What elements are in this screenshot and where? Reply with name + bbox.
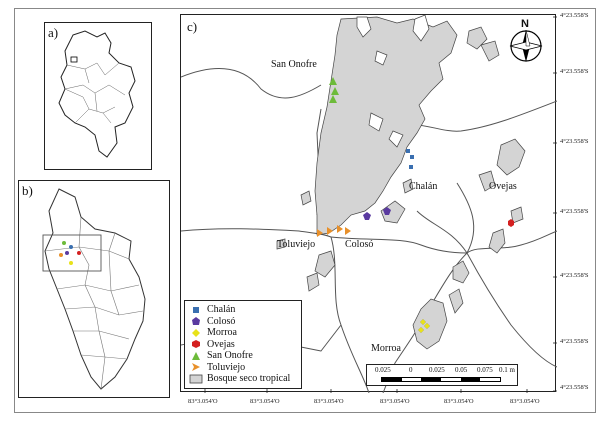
longitude-label: 83°3.054'O bbox=[250, 398, 280, 405]
legend-label: Ovejas bbox=[207, 338, 235, 350]
scale-bar-segments bbox=[381, 377, 501, 382]
san-onofre-points bbox=[329, 77, 339, 103]
panel-a-colombia-map: a) bbox=[44, 22, 152, 170]
scale-label: 0 bbox=[409, 366, 413, 374]
latitude-label: 4°23.558'S bbox=[560, 68, 589, 75]
scale-label: 0.075 bbox=[477, 366, 493, 374]
longitude-label: 83°3.054'O bbox=[314, 398, 344, 405]
forest-swatch-icon bbox=[189, 374, 203, 384]
sample-points bbox=[317, 77, 514, 334]
latitude-label: 4°23.558'S bbox=[560, 208, 589, 215]
study-area-map bbox=[181, 15, 557, 393]
legend-item: San Onofre bbox=[189, 350, 297, 362]
panel-b-label: b) bbox=[22, 183, 33, 198]
ovejas-points bbox=[508, 219, 514, 227]
place-label-chalan: Chalán bbox=[409, 181, 438, 192]
legend-item: Colosó bbox=[189, 316, 297, 328]
longitude-label: 83°3.054'O bbox=[510, 398, 540, 405]
legend-label: Toluviejo bbox=[207, 361, 246, 373]
coordinate-ticks bbox=[204, 16, 557, 393]
place-label-san-onofre: San Onofre bbox=[271, 59, 317, 70]
legend-label: Morroa bbox=[207, 327, 237, 339]
longitude-label: 83°3.054'O bbox=[380, 398, 410, 405]
legend-label: Colosó bbox=[207, 315, 236, 327]
legend: Chalán Colosó Morroa Ovejas San Onofre T… bbox=[184, 300, 302, 389]
diamond-marker-icon bbox=[192, 328, 200, 337]
north-label: N bbox=[521, 18, 529, 30]
legend-label: Bosque seco tropical bbox=[207, 373, 291, 385]
scale-bar: 0.025 0 0.025 0.05 0.075 0.1 m bbox=[366, 364, 518, 386]
scale-label: 0.025 bbox=[375, 366, 391, 374]
chalan-points bbox=[406, 149, 414, 169]
panel-c-label: c) bbox=[187, 19, 198, 34]
scale-label: 0.025 bbox=[429, 366, 445, 374]
morroa-points bbox=[417, 318, 431, 334]
legend-item: Chalán bbox=[189, 304, 297, 316]
legend-item: Bosque seco tropical bbox=[189, 373, 297, 385]
bosque-seco-tropical bbox=[276, 15, 526, 350]
department-outline bbox=[42, 188, 146, 390]
hexagon-marker-icon bbox=[192, 340, 200, 349]
longitude-label: 83°3.054'O bbox=[188, 398, 218, 405]
legend-label: Chalán bbox=[207, 304, 236, 316]
latitude-label: 4°23.558'S bbox=[560, 138, 589, 145]
north-arrow: N bbox=[506, 18, 546, 66]
latitude-label: 4°23.558'S bbox=[560, 272, 589, 279]
coloso-points bbox=[363, 207, 391, 220]
triangle-marker-icon bbox=[192, 351, 200, 360]
legend-label: San Onofre bbox=[207, 350, 253, 362]
arrow-marker-icon bbox=[192, 363, 200, 372]
scale-label: 0.05 bbox=[455, 366, 468, 374]
square-marker-icon bbox=[193, 306, 199, 313]
colombia-outline bbox=[58, 30, 136, 158]
place-label-toluviejo: Toluviejo bbox=[277, 239, 316, 250]
place-label-ovejas: Ovejas bbox=[489, 181, 517, 192]
pentagon-marker-icon bbox=[192, 317, 200, 326]
place-label-coloso: Colosó bbox=[345, 239, 374, 250]
place-label-morroa: Morroa bbox=[371, 343, 401, 354]
panel-b-department-map: b) bbox=[18, 180, 170, 398]
latitude-label: 4°23.558'S bbox=[560, 384, 589, 391]
scale-label: 0.1 m bbox=[499, 366, 515, 374]
panel-a-label: a) bbox=[48, 25, 59, 40]
legend-item: Toluviejo bbox=[189, 362, 297, 374]
legend-item: Ovejas bbox=[189, 339, 297, 351]
north-arrow-icon bbox=[509, 29, 543, 62]
legend-item: Morroa bbox=[189, 327, 297, 339]
longitude-label: 83°3.054'O bbox=[444, 398, 474, 405]
latitude-label: 4°23.558'S bbox=[560, 338, 589, 345]
latitude-label: 4°23.558'S bbox=[560, 12, 589, 19]
toluviejo-points bbox=[317, 225, 351, 237]
